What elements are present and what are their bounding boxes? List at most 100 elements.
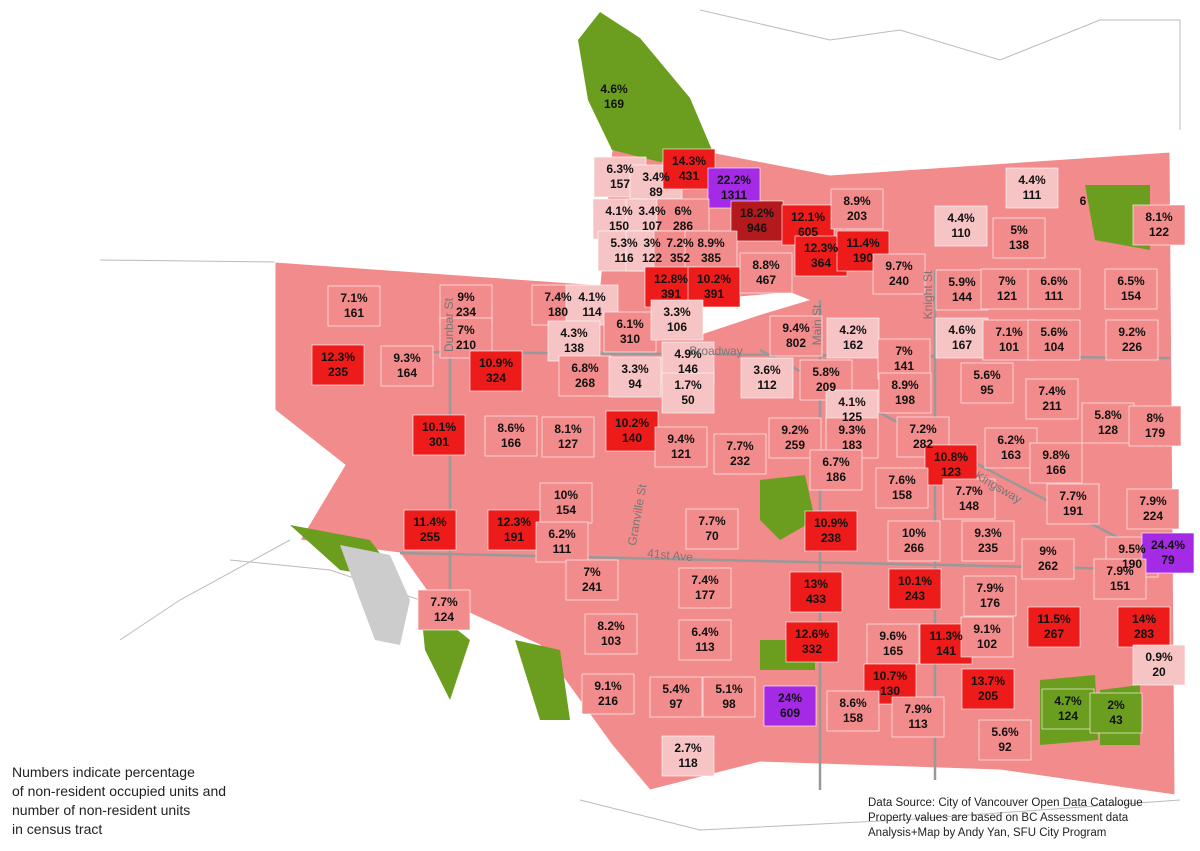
tract-percent: 0.9%	[1145, 650, 1173, 664]
tract	[403, 509, 457, 551]
tract-percent: 9.8%	[1042, 448, 1070, 462]
tract-percent: 7%	[583, 565, 601, 579]
tract	[1089, 692, 1143, 734]
tract-units: 154	[1121, 289, 1141, 303]
tract-percent: 18.2%	[740, 206, 774, 220]
tract-percent: 11.4%	[846, 236, 880, 250]
golf-course	[340, 545, 410, 645]
tract-units: 164	[397, 366, 417, 380]
tract-percent: 24.4%	[1151, 538, 1185, 552]
tract-percent: 8.9%	[697, 236, 725, 250]
legend: Numbers indicate percentage of non-reside…	[12, 764, 226, 837]
tract-percent: 9.1%	[594, 679, 622, 693]
tract-units: 301	[429, 435, 449, 449]
tract-percent: 4.1%	[578, 290, 606, 304]
tract	[713, 433, 767, 475]
tract-units: 128	[1098, 423, 1118, 437]
tract-units: 43	[1109, 713, 1123, 727]
tract-units: 104	[1044, 340, 1064, 354]
tract-percent: 2.7%	[674, 741, 702, 755]
tract	[878, 372, 932, 414]
tract-units: 190	[853, 251, 873, 265]
tract-units: 310	[620, 332, 640, 346]
park	[578, 12, 712, 162]
tract-percent: 9.2%	[1118, 325, 1146, 339]
tract-units: 94	[628, 377, 642, 391]
tract	[685, 508, 739, 550]
tract	[924, 444, 978, 486]
tract-percent: 10.1%	[898, 574, 932, 588]
tract	[877, 338, 931, 380]
tract-units: 190	[1122, 557, 1142, 571]
tract-percent: 7.7%	[726, 439, 754, 453]
tract	[961, 520, 1015, 562]
tract-units: 111	[1023, 188, 1042, 202]
tract-units: 332	[802, 642, 822, 656]
tract-units: 79	[1161, 553, 1175, 567]
tract-percent: 12.1%	[791, 210, 825, 224]
tract-percent: 5.8%	[812, 365, 840, 379]
tract-units: 138	[1009, 238, 1029, 252]
tract-units: 385	[701, 251, 721, 265]
tract-percent: 5.3%	[610, 236, 638, 250]
tract-units: 122	[642, 251, 662, 265]
tract-percent: 7.7%	[430, 595, 458, 609]
tract-percent: 10.2%	[615, 416, 649, 430]
tract	[1029, 442, 1083, 484]
tract-units: 391	[704, 287, 724, 301]
tract-percent: 5.6%	[1040, 325, 1068, 339]
tract-percent: 6.1%	[616, 317, 644, 331]
tract-percent: 4.2%	[839, 323, 867, 337]
tract-percent: 9.2%	[781, 423, 809, 437]
tract-percent: 7.1%	[995, 325, 1023, 339]
tract-units: 146	[678, 362, 698, 376]
tract	[769, 315, 823, 357]
tract-percent: 10.9%	[814, 516, 848, 530]
tract-percent: 8.6%	[497, 421, 525, 435]
tract	[608, 356, 662, 398]
tract	[960, 362, 1014, 404]
tract-percent: 3.4%	[638, 204, 666, 218]
tract	[830, 188, 884, 230]
coastline	[99, 9, 1181, 831]
tract	[581, 673, 635, 715]
tract-percent: 7.2%	[666, 236, 694, 250]
tract-percent: 9%	[1039, 544, 1057, 558]
tract	[1027, 268, 1081, 310]
tract	[678, 619, 732, 661]
tract-units: 259	[785, 438, 805, 452]
source-line: Analysis+Map by Andy Yan, SFU City Progr…	[868, 827, 1106, 839]
tract	[730, 200, 784, 242]
tract-percent: 7.9%	[976, 581, 1004, 595]
tract-units: 324	[486, 371, 506, 385]
tracts	[311, 148, 1195, 777]
tract-percent: 7.9%	[1139, 494, 1167, 508]
tract-percent: 3.3%	[621, 362, 649, 376]
source-line: Data Source: City of Vancouver Open Data…	[868, 797, 1143, 809]
tract-units: 167	[952, 338, 972, 352]
tract-units: 286	[673, 219, 693, 233]
tract-percent: 5.6%	[991, 725, 1019, 739]
tract	[739, 252, 793, 294]
tract-units: 191	[504, 530, 524, 544]
tract-units: 467	[756, 273, 776, 287]
tract-percent: 8.2%	[597, 619, 625, 633]
park	[760, 475, 815, 670]
tract	[662, 148, 716, 190]
tract-units: 123	[941, 465, 961, 479]
tract-units: 157	[610, 177, 630, 191]
tract	[649, 676, 703, 718]
tract-units: 177	[695, 588, 715, 602]
tract	[1046, 483, 1100, 525]
tract-units: 431	[679, 169, 699, 183]
tract	[891, 696, 945, 738]
tract-units: 1311	[721, 188, 747, 202]
tract-units: 176	[980, 596, 1000, 610]
tract	[1005, 167, 1059, 209]
tract-percent: 3.4%	[642, 170, 670, 184]
tract-units: 121	[997, 289, 1017, 303]
tract-units: 211	[1042, 399, 1062, 413]
tract-units: 124	[1058, 709, 1078, 723]
tract	[872, 253, 926, 295]
tract-percent: 7.4%	[544, 290, 572, 304]
